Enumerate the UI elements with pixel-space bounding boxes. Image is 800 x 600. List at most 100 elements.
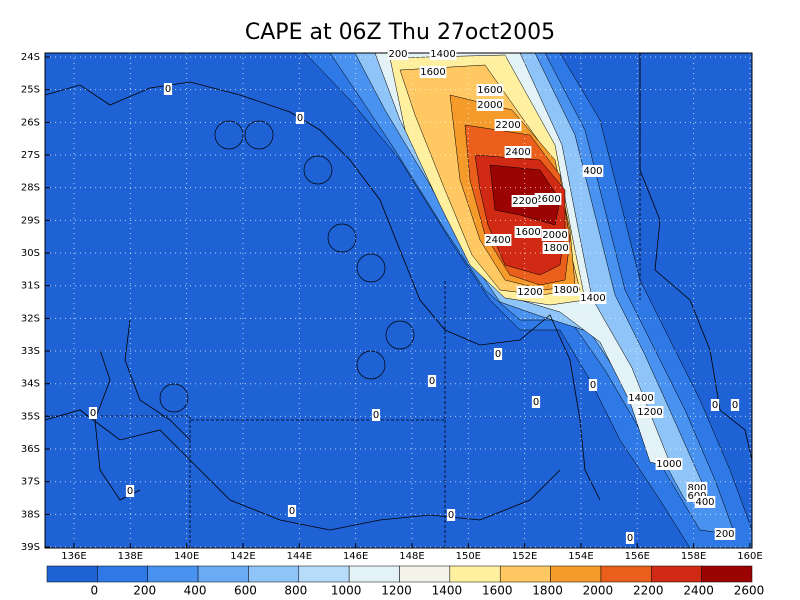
lat-label: 33S xyxy=(21,346,40,357)
contour-label: 0 xyxy=(165,84,171,95)
lon-label: 146E xyxy=(343,551,368,562)
contour-label-bg xyxy=(531,396,541,408)
colorbar-label: 400 xyxy=(184,584,207,598)
contour-label: 2400 xyxy=(505,147,530,158)
contour-label: 400 xyxy=(695,497,714,508)
lon-label: 160E xyxy=(737,551,762,562)
contour-label: 200 xyxy=(388,49,407,60)
colorbar-box xyxy=(499,565,551,583)
contour-label-bg xyxy=(504,146,532,158)
contour-label: 0 xyxy=(627,533,633,544)
contour-label-bg xyxy=(514,226,542,238)
colorbar-box xyxy=(248,565,300,583)
colorbar-label: 1200 xyxy=(381,584,412,598)
contour-label: 1800 xyxy=(553,285,578,296)
contour-label-bg xyxy=(429,48,457,60)
lon-label: 140E xyxy=(174,551,199,562)
contour-label: 800 xyxy=(687,483,706,494)
contour-label-bg xyxy=(534,193,562,205)
colorbar-box xyxy=(197,565,249,583)
axes: 24S 25S 26S 27S 28S 29S 30S 31S 32S 33S 34S 35S 36S 3… xyxy=(21,52,763,562)
contour-label: 1800 xyxy=(543,243,568,254)
lat-label: 37S xyxy=(21,477,40,488)
colorbar-label: 0 xyxy=(91,584,99,598)
contour-label: 200 xyxy=(715,529,734,540)
lat-label: 30S xyxy=(21,248,40,259)
lon-label: 156E xyxy=(625,551,650,562)
lat-label: 24S xyxy=(21,52,40,63)
contour-label: 1400 xyxy=(430,49,455,60)
contour-label-bg xyxy=(542,242,570,254)
colorbar-label: 200 xyxy=(133,584,156,598)
contour-label-bg xyxy=(427,375,437,387)
colorbar-label: 1600 xyxy=(482,584,513,598)
contour-label: 1400 xyxy=(580,293,605,304)
colorbar-label: 2600 xyxy=(734,584,765,598)
lon-label: 144E xyxy=(287,551,312,562)
contour-label: 0 xyxy=(297,113,303,124)
contour-label-bg xyxy=(446,509,456,521)
colorbar-box xyxy=(701,565,753,583)
colorbar-box xyxy=(147,565,199,583)
contour-label-bg xyxy=(419,66,447,78)
contour-label: 0 xyxy=(289,506,295,517)
lat-label: 28S xyxy=(21,183,40,194)
colorbar-box xyxy=(651,565,702,583)
contour-label: 1600 xyxy=(515,227,540,238)
contour-label-bg xyxy=(541,229,569,241)
contour-label: 0 xyxy=(373,410,379,421)
contour-label-bg xyxy=(287,505,297,517)
contour-label: 0 xyxy=(533,397,539,408)
contour-label: 2000 xyxy=(542,230,567,241)
lon-label: 142E xyxy=(230,551,255,562)
contour-label: 2200 xyxy=(512,196,537,207)
contour-label: 0 xyxy=(495,349,501,360)
colorbar-box xyxy=(399,565,451,583)
contour-label-bg xyxy=(714,528,736,540)
colorbar-box xyxy=(46,565,98,583)
contour-label: 2000 xyxy=(477,100,502,111)
contour-label-bg xyxy=(484,234,512,246)
contour-label: 400 xyxy=(583,166,602,177)
contour-label: 2200 xyxy=(495,120,520,131)
contour-label-bg xyxy=(710,399,720,411)
contour-label-bg xyxy=(476,84,504,96)
colorbar-box xyxy=(449,565,501,583)
lat-label: 39S xyxy=(21,542,40,553)
lat-label: 35S xyxy=(21,411,40,422)
lat-label: 29S xyxy=(21,215,40,226)
lat-label: 26S xyxy=(21,117,40,128)
contour-label-bg xyxy=(636,406,664,418)
contour-label-bg xyxy=(476,99,504,111)
lon-label: 154E xyxy=(568,551,593,562)
contour-label-bg xyxy=(627,392,655,404)
borders xyxy=(45,53,641,548)
lon-label: 138E xyxy=(118,551,143,562)
title: CAPE at 06Z Thu 27oct2005 xyxy=(245,20,555,45)
colorbar-label: 2000 xyxy=(583,584,614,598)
contour-label-bg xyxy=(371,409,381,421)
colorbar-label: 2400 xyxy=(683,584,714,598)
colorbar-label: 1400 xyxy=(432,584,463,598)
contour-label: 0 xyxy=(732,400,738,411)
colorbar-box xyxy=(298,565,350,583)
colorbar-label: 1000 xyxy=(331,584,362,598)
contour-label: 1600 xyxy=(477,85,502,96)
contour-label: 0 xyxy=(712,400,718,411)
lat-label: 25S xyxy=(21,85,40,96)
contour-label-bg xyxy=(387,48,409,60)
colorbar-label: 600 xyxy=(234,584,257,598)
contour-label-bg xyxy=(625,532,635,544)
contour-label: 0 xyxy=(448,510,454,521)
contour-label-bg xyxy=(730,399,740,411)
colorbar-label: 800 xyxy=(284,584,307,598)
colorbar: 0 200 400 600 800 1000 1200 1400 1600 1800 2000 220… xyxy=(46,565,765,598)
contour-label: 1000 xyxy=(656,459,681,470)
contour-label-bg xyxy=(163,83,173,95)
contour-label: 0 xyxy=(127,486,133,497)
contour-label: 1200 xyxy=(637,407,662,418)
lat-label: 36S xyxy=(21,444,40,455)
contour-label: 1400 xyxy=(628,393,653,404)
contour-label-bg xyxy=(494,119,522,131)
contour-label-bg xyxy=(552,284,580,296)
